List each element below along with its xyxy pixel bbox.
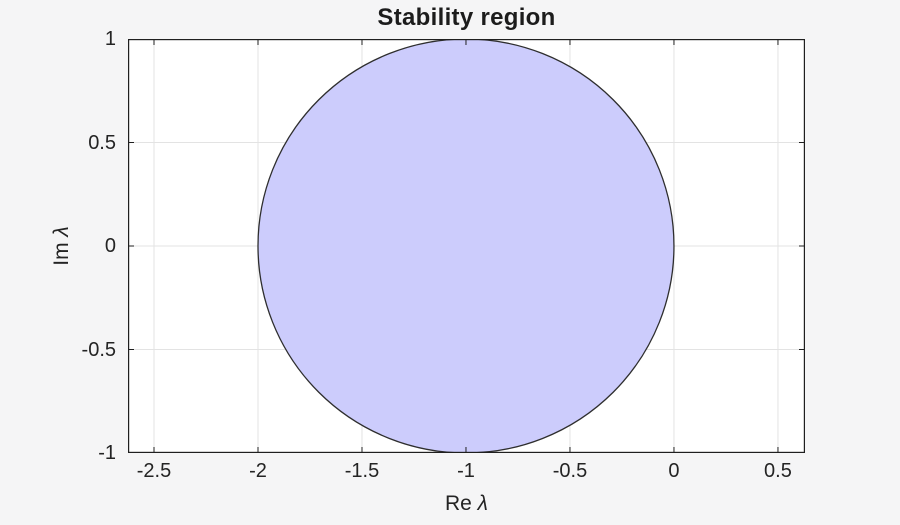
x-tick-label: -2 [249, 460, 267, 482]
y-tick-label: -1 [98, 442, 116, 464]
x-tick-label: 0 [668, 460, 680, 482]
y-tick-label: 0 [104, 235, 116, 257]
chart-title: Stability region [377, 4, 556, 31]
x-tick-label: 0.5 [764, 460, 792, 482]
y-tick-label: 1 [104, 28, 116, 50]
stability-region-disk [257, 38, 675, 454]
lambda-symbol: λ [477, 492, 489, 515]
y-tick-label: -0.5 [81, 338, 116, 361]
plot-area [128, 38, 805, 454]
x-axis-label: Re λ [444, 492, 489, 515]
x-tick-label: -1.5 [344, 460, 380, 482]
x-tick-label: -2.5 [136, 460, 172, 482]
stability-region-plot [128, 38, 805, 454]
y-tick-label: 0.5 [88, 131, 116, 154]
x-tick-label: -1 [457, 460, 475, 482]
x-tick-label: -0.5 [552, 460, 588, 482]
